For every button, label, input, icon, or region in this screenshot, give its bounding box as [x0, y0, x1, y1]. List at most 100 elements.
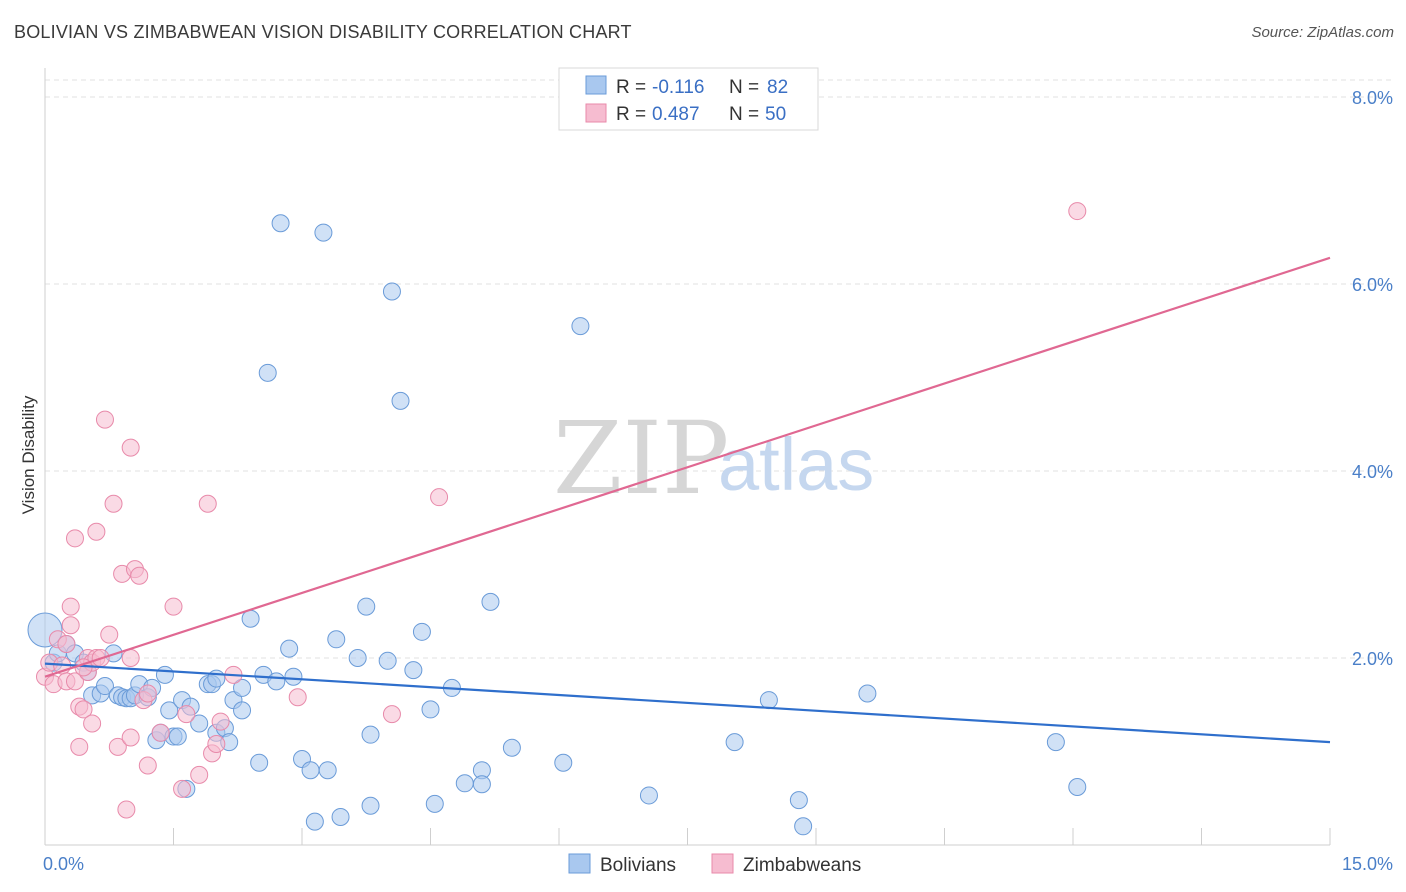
axes [44, 68, 1331, 846]
bolivian-point [357, 597, 376, 616]
bolivian-point [241, 609, 260, 628]
y-tick-label: 2.0% [1352, 649, 1393, 669]
bolivian-point [250, 753, 269, 772]
bolivian-point [168, 727, 187, 746]
zimbabwean-point [74, 700, 93, 719]
bolivian-point [280, 639, 299, 658]
bolivian-point [95, 677, 114, 696]
bolivian-point [481, 592, 500, 611]
bolivian-point [233, 701, 252, 720]
zimbabwean-point [198, 494, 217, 513]
y-tick-label: 8.0% [1352, 88, 1393, 108]
x-tick-labels: 0.0% 15.0% [43, 854, 1393, 874]
bolivian-point [258, 363, 277, 382]
bolivian-point [331, 807, 350, 826]
bolivian-point [425, 794, 444, 813]
zimbabwean-point [121, 438, 140, 457]
x-tick-label: 0.0% [43, 854, 84, 874]
x-tick-label: 15.0% [1342, 854, 1393, 874]
zimbabwean-point [207, 735, 226, 754]
bolivian-point [301, 761, 320, 780]
bolivian-point [160, 701, 179, 720]
zimbabwean-point [61, 616, 80, 635]
y-tick-labels: 2.0% 4.0% 6.0% 8.0% [1352, 88, 1393, 669]
legend-label-zimbabweans: Zimbabweans [743, 855, 861, 876]
legend-n-value: 82 [767, 77, 788, 98]
zimbabwean-point [211, 712, 230, 731]
y-tick-label: 6.0% [1352, 275, 1393, 295]
bolivian-point [271, 214, 290, 233]
zimbabweans-trend-line [44, 256, 1331, 678]
legend-swatch-bolivians [585, 75, 607, 95]
zimbabwean-point [190, 765, 209, 784]
zimbabwean-point [83, 714, 102, 733]
zimbabwean-point [100, 625, 119, 644]
legend-r-label: R = [616, 77, 646, 98]
source-credit: Source: ZipAtlas.com [1251, 24, 1394, 41]
legend-n-value: 50 [765, 104, 786, 125]
bolivian-point [305, 812, 324, 831]
bolivian-point [421, 700, 440, 719]
zimbabwean-point [177, 705, 196, 724]
bolivian-point [1068, 778, 1087, 797]
watermark-atlas: atlas [718, 423, 874, 506]
bolivian-point [455, 774, 474, 793]
bolivian-point [327, 630, 346, 649]
zimbabwean-point [108, 737, 127, 756]
bolivian-point [858, 684, 877, 703]
bolivian-point [789, 791, 808, 810]
zimbabwean-point [164, 597, 183, 616]
zimbabwean-point [1068, 202, 1087, 221]
bolivians-points [27, 214, 1087, 836]
gridlines [45, 79, 1392, 659]
bolivian-point [382, 282, 401, 301]
zimbabwean-point [65, 672, 84, 691]
bolivian-point [318, 761, 337, 780]
bolivian-point [314, 223, 333, 242]
legend-r-label: R = [616, 104, 646, 125]
legend-swatch-bolivians [568, 853, 591, 874]
bolivian-point [759, 691, 778, 710]
zimbabwean-point [57, 634, 76, 653]
zimbabwean-point [151, 723, 170, 742]
bolivian-point [404, 661, 423, 680]
legend-n-label: N = [729, 104, 759, 125]
bolivian-point [361, 725, 380, 744]
zimbabwean-point [121, 728, 140, 747]
bolivian-point [378, 651, 397, 670]
bolivian-point [361, 796, 380, 815]
zimbabwean-point [61, 597, 80, 616]
zimbabwean-point [130, 566, 149, 585]
zimbabwean-point [382, 705, 401, 724]
bolivian-point [794, 817, 813, 836]
zimbabwean-point [288, 688, 307, 707]
zimbabwean-point [138, 684, 157, 703]
y-tick-label: 4.0% [1352, 462, 1393, 482]
series-legend: Bolivians Zimbabweans [568, 853, 861, 876]
zimbabwean-point [65, 529, 84, 548]
zimbabwean-point [138, 756, 157, 775]
zimbabwean-point [117, 800, 136, 819]
bolivian-point [348, 649, 367, 667]
legend-r-value: -0.116 [652, 77, 704, 98]
bolivian-point [554, 753, 573, 772]
bolivian-point [391, 391, 410, 410]
bolivian-point [571, 317, 590, 336]
bolivian-point [639, 786, 658, 805]
correlation-legend: R = -0.116 N = 82 R = 0.487 N = 50 [558, 67, 819, 131]
zimbabwean-point [95, 410, 114, 429]
legend-n-label: N = [729, 77, 759, 98]
bolivian-point [284, 667, 303, 686]
bolivian-point [267, 672, 286, 691]
bolivian-point [1046, 733, 1065, 752]
bolivian-point [725, 733, 744, 752]
zimbabwean-point [430, 488, 449, 507]
bolivian-point [155, 665, 174, 684]
zimbabwean-point [104, 494, 123, 513]
trend-lines [44, 256, 1331, 744]
y-axis-label: Vision Disability [19, 395, 38, 514]
bolivians-trend-line [44, 662, 1331, 744]
bolivian-point [233, 678, 252, 697]
legend-swatch-zimbabweans [711, 853, 734, 874]
